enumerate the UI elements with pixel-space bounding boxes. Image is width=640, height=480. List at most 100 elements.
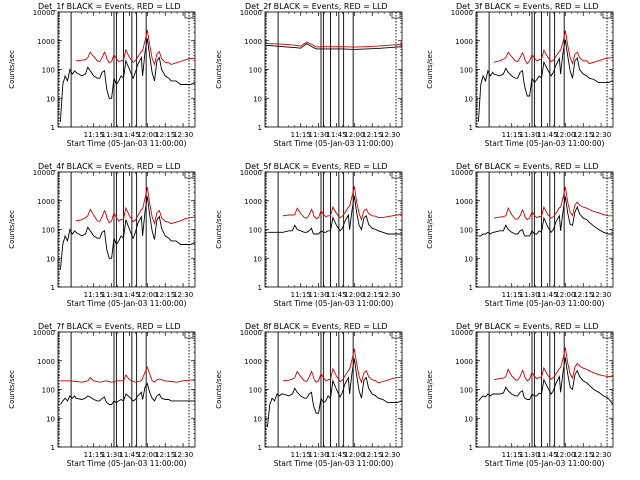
x-tick-label: 12:30 xyxy=(380,291,400,299)
x-tick-label: 12:15 xyxy=(362,451,382,459)
y-tick-label: 1000 xyxy=(455,38,473,46)
x-tick-label: 12:30 xyxy=(591,291,611,299)
x-tick-label: 11:15 xyxy=(84,291,104,299)
y-tick-label: 1 xyxy=(469,124,473,132)
corner-box xyxy=(391,171,401,179)
y-tick-label: 1 xyxy=(51,124,55,132)
plot-frame xyxy=(475,171,614,288)
chart-title: Det_6f BLACK = Events, RED = LLD xyxy=(456,162,599,171)
y-tick-label: 100 xyxy=(249,227,262,235)
x-tick-label: 11:30 xyxy=(520,451,540,459)
series-line-lld xyxy=(282,348,402,384)
chart-title: Det_9f BLACK = Events, RED = LLD xyxy=(456,322,599,331)
y-tick-label: 1 xyxy=(258,444,262,452)
y-tick-label: 10000 xyxy=(33,329,55,337)
event-lines xyxy=(58,12,190,127)
series-line-events xyxy=(265,42,402,50)
series-line-lld xyxy=(265,41,402,48)
corner-box xyxy=(602,331,612,339)
y-tick-label: 10000 xyxy=(33,9,55,17)
x-tick-label: 12:15 xyxy=(573,451,593,459)
x-tick-label: 11:15 xyxy=(502,291,522,299)
x-tick-label: 12:15 xyxy=(155,291,175,299)
y-tick-label: 10 xyxy=(46,95,55,103)
x-tick-label: 12:15 xyxy=(573,291,593,299)
series-group xyxy=(265,41,402,50)
chart-title: Det_7f BLACK = Events, RED = LLD xyxy=(38,322,181,331)
x-tick-label: 12:15 xyxy=(362,131,382,139)
x-tick-label: 11:30 xyxy=(309,291,329,299)
chart-title: Det_3f BLACK = Events, RED = LLD xyxy=(456,2,599,11)
y-tick-label: 1000 xyxy=(244,38,262,46)
series-line-events xyxy=(59,196,195,270)
y-tick-label: 100 xyxy=(42,227,55,235)
chart-panel-4: Det_4f BLACK = Events, RED = LLD Counts/s… xyxy=(8,162,196,308)
event-lines xyxy=(476,332,608,447)
y-tick-label: 10 xyxy=(253,255,262,263)
x-axis-label: Start Time (05-Jan-03 11:00:00) xyxy=(67,139,187,148)
x-tick-label: 12:30 xyxy=(173,451,193,459)
y-tick-label: 1000 xyxy=(455,358,473,366)
y-tick-label: 1 xyxy=(51,444,55,452)
series-group xyxy=(59,29,195,122)
series-group xyxy=(266,348,402,427)
y-tick-label: 100 xyxy=(42,67,55,75)
y-tick-label: 100 xyxy=(460,227,473,235)
chart-panel-2: Det_2f BLACK = Events, RED = LLD Counts/s… xyxy=(215,2,403,148)
x-tick-label: 11:30 xyxy=(520,291,540,299)
series-line-lld xyxy=(60,365,195,383)
event-lines xyxy=(476,12,608,127)
chart-title: Det_8f BLACK = Events, RED = LLD xyxy=(245,322,388,331)
corner-box xyxy=(602,171,612,179)
x-tick-label: 12:00 xyxy=(555,451,575,459)
x-tick-label: 12:00 xyxy=(137,291,157,299)
series-line-events xyxy=(59,38,195,122)
chart-panel-6: Det_6f BLACK = Events, RED = LLD Counts/s… xyxy=(426,162,614,308)
y-tick-label: 1000 xyxy=(37,198,55,206)
x-tick-label: 11:45 xyxy=(326,131,346,139)
x-tick-label: 11:45 xyxy=(119,131,139,139)
x-tick-label: 12:00 xyxy=(344,451,364,459)
series-line-lld xyxy=(493,30,613,66)
series-group xyxy=(478,186,613,237)
corner-box xyxy=(184,171,194,179)
x-tick-label: 11:45 xyxy=(326,451,346,459)
x-tick-label: 11:45 xyxy=(119,451,139,459)
event-lines xyxy=(265,332,397,447)
x-axis-label: Start Time (05-Jan-03 11:00:00) xyxy=(274,459,394,468)
chart-panel-5: Det_5f BLACK = Events, RED = LLD Counts/s… xyxy=(215,162,403,308)
x-tick-label: 12:30 xyxy=(591,451,611,459)
x-tick-label: 11:15 xyxy=(84,131,104,139)
x-axis-label: Start Time (05-Jan-03 11:00:00) xyxy=(274,139,394,148)
x-tick-label: 11:15 xyxy=(502,131,522,139)
y-tick-label: 10 xyxy=(464,415,473,423)
y-tick-label: 1 xyxy=(258,284,262,292)
x-tick-label: 12:15 xyxy=(573,131,593,139)
x-tick-label: 11:15 xyxy=(84,451,104,459)
series-line-events xyxy=(266,358,402,427)
x-tick-label: 11:45 xyxy=(537,451,557,459)
y-tick-label: 100 xyxy=(42,387,55,395)
series-line-lld xyxy=(75,186,195,226)
event-lines xyxy=(265,12,397,127)
y-tick-label: 10 xyxy=(464,95,473,103)
series-line-lld xyxy=(75,29,195,66)
x-axis-label: Start Time (05-Jan-03 11:00:00) xyxy=(274,299,394,308)
y-tick-label: 10000 xyxy=(451,9,473,17)
y-tick-label: 10000 xyxy=(33,169,55,177)
y-axis-label: Counts/sec xyxy=(426,370,434,409)
plot-frame xyxy=(264,331,403,448)
x-tick-label: 12:15 xyxy=(362,291,382,299)
plot-frame xyxy=(264,171,403,288)
y-axis-label: Counts/sec xyxy=(215,370,223,409)
y-tick-label: 10 xyxy=(46,255,55,263)
y-tick-label: 1 xyxy=(469,284,473,292)
plot-frame xyxy=(57,171,196,288)
y-tick-label: 10 xyxy=(253,415,262,423)
y-tick-label: 10 xyxy=(464,255,473,263)
x-axis-label: Start Time (05-Jan-03 11:00:00) xyxy=(67,299,187,308)
chart-panel-3: Det_3f BLACK = Events, RED = LLD Counts/s… xyxy=(426,2,614,148)
x-axis-label: Start Time (05-Jan-03 11:00:00) xyxy=(485,459,605,468)
series-line-events xyxy=(60,382,195,405)
